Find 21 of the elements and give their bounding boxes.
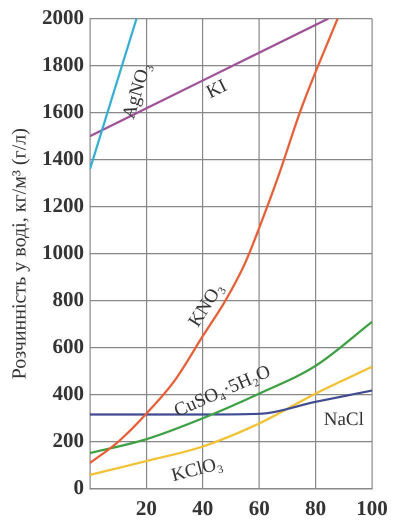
y-tick-label: 600: [52, 334, 84, 358]
text: KI: [203, 75, 230, 103]
y-tick-label: 400: [52, 381, 84, 406]
x-tick-label: 40: [192, 496, 214, 520]
x-tick-label: 60: [248, 496, 270, 520]
y-tick-label: 800: [52, 287, 84, 312]
y-tick-label: 2000: [42, 5, 84, 30]
y-tick-label: 1400: [42, 146, 84, 170]
series-label: NaCl: [324, 409, 364, 430]
text: AgNO₃: [118, 60, 156, 122]
y-tick-label: 1000: [42, 240, 84, 264]
text: KClO₃: [169, 452, 225, 486]
x-tick-label: 80: [305, 496, 326, 520]
y-tick-label: 0: [74, 475, 84, 500]
x-tick-label: 20: [136, 496, 157, 520]
y-tick-label: 1600: [42, 99, 84, 124]
y-tick-label: 200: [52, 428, 84, 452]
y-tick-label: 1200: [42, 193, 84, 218]
y-axis-title: Розчинність у воді, кг/м³ (г/л): [8, 128, 30, 380]
x-tick-label: 100: [356, 496, 388, 520]
y-tick-label: 1800: [42, 52, 84, 76]
